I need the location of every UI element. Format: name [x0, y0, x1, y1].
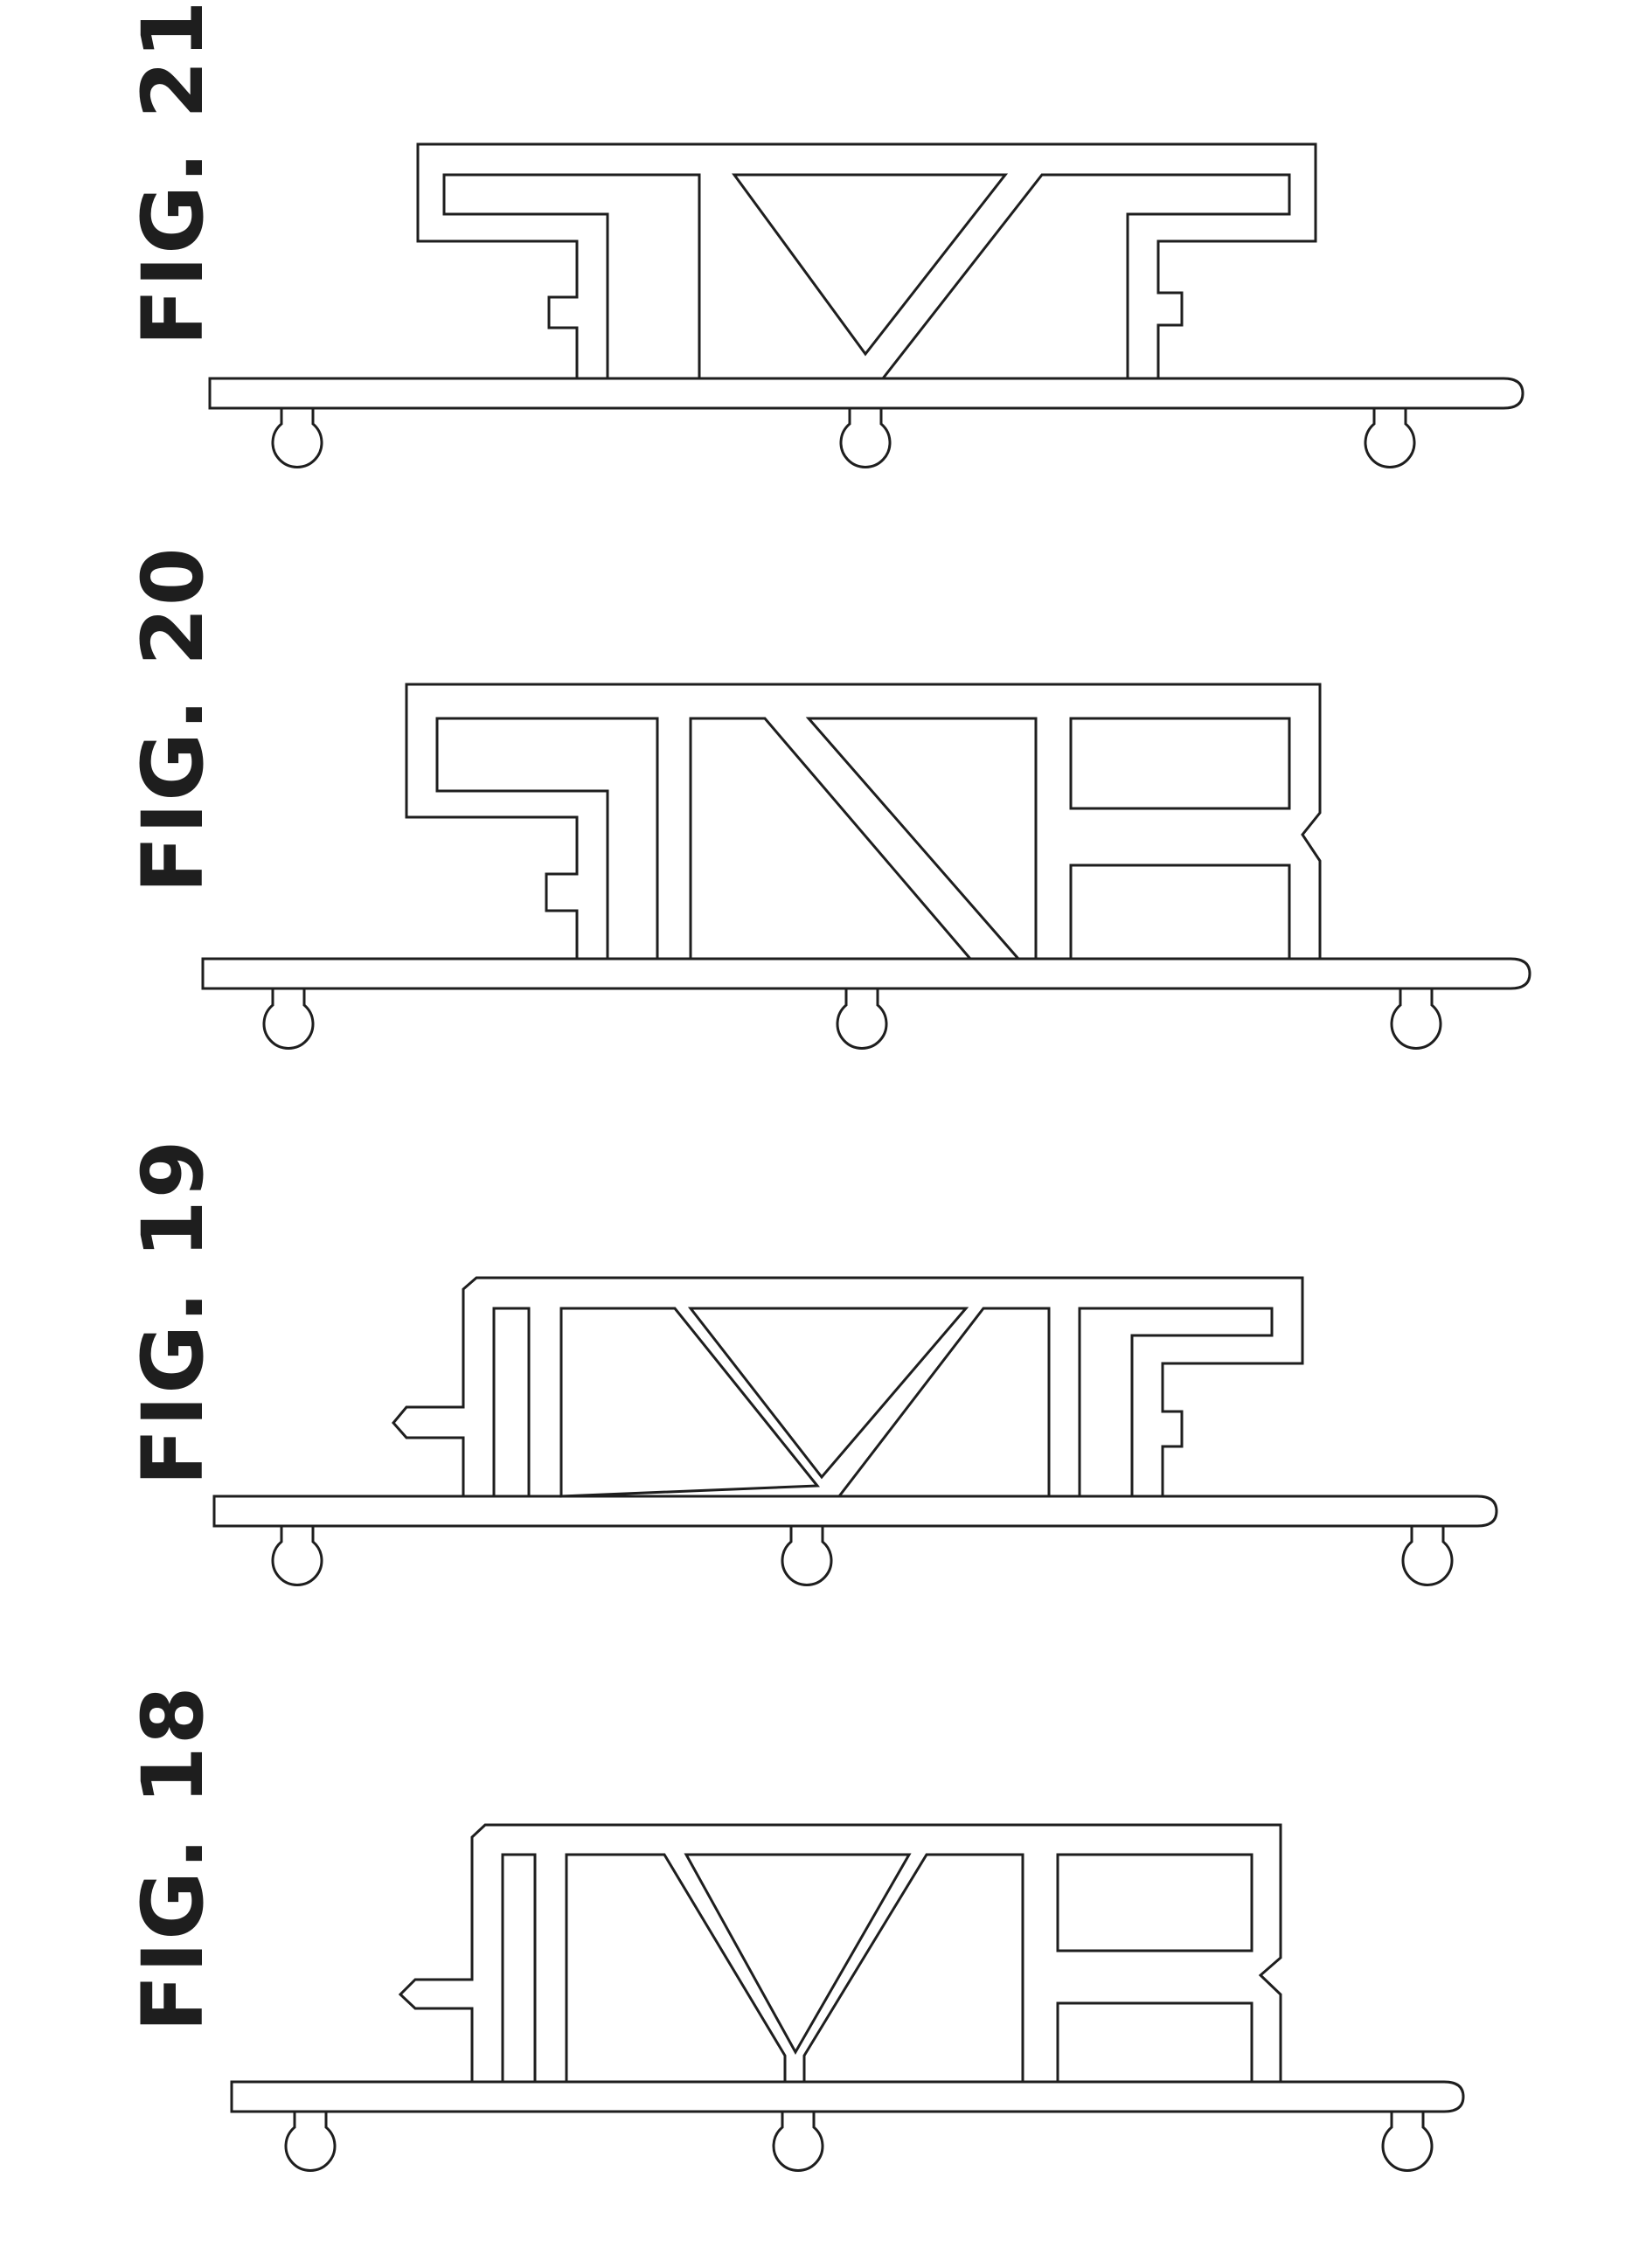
fig19-base-flange — [214, 1496, 1497, 1526]
fig19-stud-center — [782, 1526, 831, 1585]
fig20-diagonal-web-cell — [691, 718, 970, 959]
fig21-v-web — [734, 175, 1005, 354]
fig19-inner-right-cell — [839, 1308, 1049, 1496]
fig18-upper-right-cell — [1058, 1855, 1252, 1951]
fig18-stud-center — [774, 2112, 823, 2170]
fig20-stud-right — [1392, 988, 1441, 1048]
fig19-v-web — [691, 1308, 966, 1477]
fig21-stud-left — [273, 408, 322, 467]
fig18-stud-right — [1383, 2112, 1432, 2170]
fig18-inner-v-cell — [566, 1855, 785, 2082]
fig18-body-outer — [400, 1825, 1281, 2082]
fig20-lower-right-cell — [1071, 865, 1289, 959]
fig21-outer-contour — [210, 378, 1523, 408]
fig18-stud-left — [286, 2112, 335, 2170]
fig18-v-web — [686, 1855, 909, 2052]
fig19-stud-left — [273, 1526, 322, 1585]
fig21-stud-right — [1365, 408, 1414, 467]
fig20-diagonal-web-cell-right — [809, 718, 1036, 959]
fig20-profile — [203, 684, 1530, 1048]
fig18-inner-right-cell — [804, 1855, 1023, 2082]
fig18-inner-left-slot — [503, 1855, 535, 2082]
fig20-inner-left-channel — [437, 718, 657, 959]
fig19-profile — [214, 1278, 1497, 1585]
fig19-inner-left-slot — [494, 1308, 529, 1496]
fig20-upper-right-cell — [1071, 718, 1289, 808]
fig18-base-flange — [232, 2082, 1463, 2112]
fig19-inner-v-cell — [561, 1308, 817, 1496]
fig19-inner-far-right-channel — [1080, 1308, 1272, 1496]
fig20-stud-left — [264, 988, 313, 1048]
fig21-inner-left-channel — [444, 175, 699, 378]
fig21-profile — [210, 144, 1523, 467]
fig18-lower-right-cell — [1058, 2003, 1252, 2082]
fig20-base-flange — [203, 959, 1530, 988]
fig19-stud-right — [1403, 1526, 1452, 1585]
fig18-profile — [232, 1825, 1463, 2170]
fig21-body-outer — [418, 144, 1316, 378]
fig21-stud-center — [841, 408, 890, 467]
fig20-stud-center — [837, 988, 886, 1048]
fig21-inner-right-channel — [883, 175, 1289, 378]
fig20-body-outer — [406, 684, 1320, 959]
